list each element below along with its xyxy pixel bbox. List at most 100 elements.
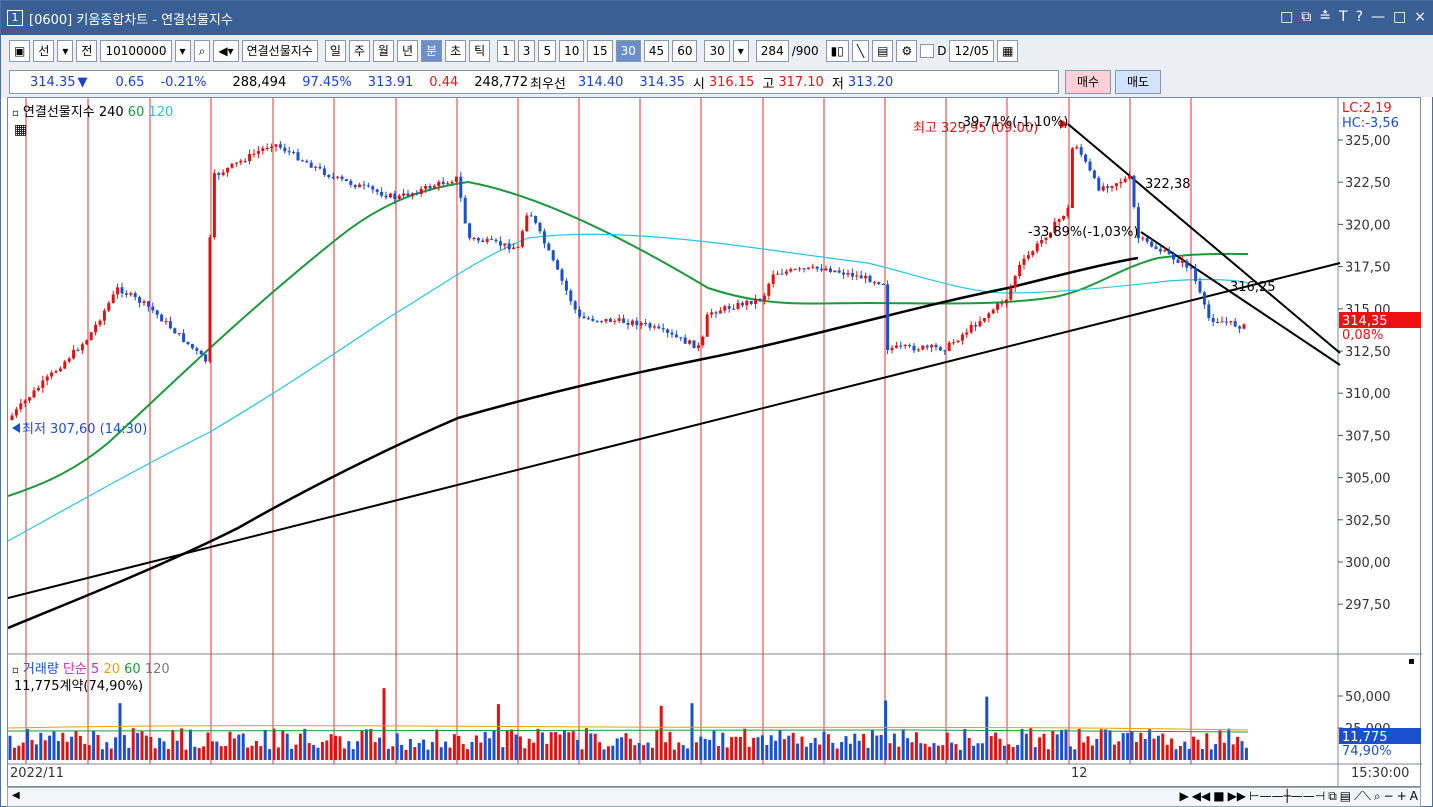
interval-dropdown-icon[interactable]: ▾: [732, 40, 749, 62]
volume-bar: [941, 745, 945, 760]
split-icon[interactable]: ⧉: [1328, 789, 1337, 803]
minimize-button[interactable]: —: [1371, 9, 1386, 25]
volume-close-icon[interactable]: ▪: [1408, 656, 1415, 667]
candle-body: [622, 318, 626, 323]
window-copy-icon[interactable]: ⧉: [1301, 9, 1312, 25]
volume-bar: [448, 747, 452, 760]
calendar-icon[interactable]: ▦: [997, 40, 1019, 62]
buy-button[interactable]: 매수: [1065, 70, 1111, 94]
volume-bar: [1011, 747, 1015, 760]
panel-collapse-icon[interactable]: ▫: [12, 108, 19, 119]
candle-body: [243, 160, 247, 162]
settings-gear-icon[interactable]: ⚙: [896, 40, 918, 62]
volume-bar: [549, 732, 553, 760]
interval-45[interactable]: 45: [643, 40, 670, 62]
horizontal-scrollbar[interactable]: ◀ ▶ ◀◀ ■ ▶▶ ⊢——┼——⊣ ⧉ ▤ ⟋⟍ ⌕ − + A: [7, 787, 1421, 807]
candle-body: [336, 176, 340, 178]
magnifier-icon[interactable]: ⌕: [1373, 789, 1381, 803]
scroll-left-icon[interactable]: ◀: [12, 790, 20, 801]
code-input[interactable]: 10100000: [100, 40, 172, 62]
volume-bar: [1082, 742, 1086, 760]
stop-icon[interactable]: ■: [1213, 789, 1225, 803]
annotation-1: -39,71%(-1,10%): [958, 115, 1068, 130]
period-minute[interactable]: 분: [421, 40, 443, 62]
font-size-icon[interactable]: T: [1339, 9, 1348, 25]
window-layout-icon[interactable]: □: [1280, 9, 1294, 25]
volume-bar: [78, 735, 82, 760]
sell-button[interactable]: 매도: [1115, 70, 1161, 94]
date-checkbox[interactable]: [920, 44, 935, 58]
volume-bar: [972, 745, 976, 760]
volume-bar: [426, 749, 430, 760]
interval-select[interactable]: 30: [704, 40, 730, 62]
maximize-button[interactable]: □: [1393, 9, 1407, 25]
font-a-icon[interactable]: A: [1409, 789, 1418, 803]
zoom-in-icon[interactable]: +: [1396, 789, 1407, 803]
candle-body: [864, 275, 868, 279]
interval-10[interactable]: 10: [559, 40, 585, 62]
period-week[interactable]: 주: [348, 40, 370, 62]
mode-select[interactable]: 선: [33, 40, 55, 62]
indicator-icon[interactable]: ▮▯: [825, 40, 849, 62]
candle-body: [111, 294, 115, 304]
candle-body: [402, 193, 406, 196]
interval-60[interactable]: 60: [672, 40, 698, 62]
panel-collapse-icon[interactable]: ▫: [12, 665, 19, 676]
price-tick-label: 300,00: [1345, 556, 1391, 571]
rewind-icon[interactable]: ◀◀: [1191, 789, 1211, 803]
candle-body: [516, 246, 520, 248]
forward-icon[interactable]: ▶▶: [1227, 789, 1247, 803]
zoom-slider[interactable]: ⊢——┼——⊣: [1249, 789, 1326, 803]
period-tick[interactable]: 틱: [469, 40, 491, 62]
volume-bar: [906, 738, 910, 760]
table-icon[interactable]: ▦: [14, 122, 28, 138]
mode-dropdown-icon[interactable]: ▾: [57, 40, 74, 62]
symbol-name-field[interactable]: 연결선물지수: [241, 40, 318, 62]
interval-15[interactable]: 15: [587, 40, 613, 62]
candle-body: [1040, 240, 1044, 244]
code-dropdown-icon[interactable]: ▾: [174, 40, 191, 62]
chart-menu-icon[interactable]: ▣: [9, 40, 31, 62]
volume-bar: [1055, 734, 1059, 760]
sound-icon[interactable]: ◀▾: [213, 40, 239, 62]
candle-body: [991, 309, 995, 314]
zoom-out-icon[interactable]: −: [1383, 789, 1394, 803]
candle-body: [1035, 243, 1039, 252]
trend-tools-icon[interactable]: ⟋⟍: [1354, 789, 1371, 803]
interval-1[interactable]: 1: [497, 40, 515, 62]
candle-body: [380, 191, 384, 196]
period-day[interactable]: 일: [324, 40, 346, 62]
chart-canvas[interactable]: 325,00322,50320,00317,50315,00312,50310,…: [8, 98, 1422, 788]
help-icon[interactable]: ?: [1355, 9, 1364, 25]
candle-body: [538, 222, 542, 232]
period-month[interactable]: 월: [372, 40, 394, 62]
volume-bar: [774, 740, 778, 760]
period-second[interactable]: 초: [445, 40, 467, 62]
search-icon[interactable]: ⌕: [193, 40, 211, 62]
chart-area[interactable]: 325,00 322,50 320,00 317,50 315,00 312,50 310,…: [7, 97, 1422, 788]
volume-bar: [606, 746, 610, 760]
date-input[interactable]: 12/05: [949, 40, 995, 62]
volume-bar: [857, 740, 861, 760]
save-icon[interactable]: ▤: [872, 40, 894, 62]
window-pin-icon[interactable]: ≛: [1319, 9, 1332, 25]
period-year[interactable]: 년: [396, 40, 419, 62]
layout-icon[interactable]: ▤: [1339, 789, 1352, 803]
interval-3[interactable]: 3: [517, 40, 536, 62]
close-button[interactable]: ×: [1414, 9, 1426, 25]
prefix-button[interactable]: 전: [76, 40, 98, 62]
volume-bar: [875, 735, 879, 760]
interval-30[interactable]: 30: [615, 40, 641, 62]
candle-body: [1198, 281, 1202, 293]
quote-panel: 314.35 ▼ 0.65 -0.21% 288,494 97.45% 313.9…: [9, 70, 1059, 94]
interval-5[interactable]: 5: [538, 40, 557, 62]
count-input[interactable]: 284: [755, 40, 789, 62]
volume-bar: [334, 735, 338, 760]
play-icon[interactable]: ▶: [1179, 789, 1189, 803]
down-arrow-icon: ▼: [77, 74, 88, 90]
low-marker-arrow: [12, 423, 20, 433]
volume-bar: [980, 743, 984, 760]
draw-tool-icon[interactable]: ╲: [851, 40, 870, 62]
candle-body: [859, 275, 863, 279]
candle-body: [63, 361, 67, 369]
